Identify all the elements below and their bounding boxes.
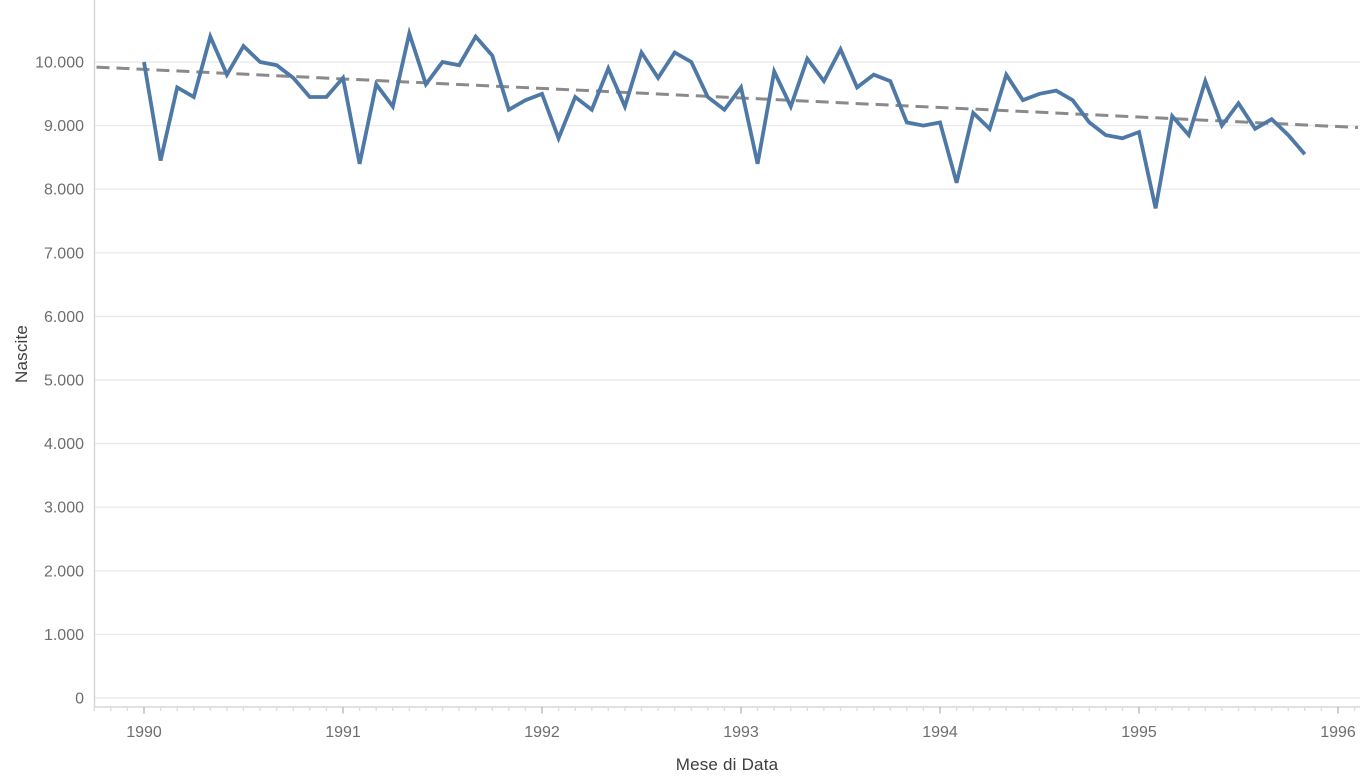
trend-line[interactable] (96, 65, 1359, 129)
y-tick-label: 4.000 (44, 436, 84, 453)
y-tick-label: 6.000 (44, 309, 84, 326)
x-tick-label: 1992 (524, 724, 560, 741)
x-tick-label: 1990 (126, 724, 162, 741)
y-tick-label: 0 (75, 691, 84, 708)
births-series-line[interactable] (142, 26, 1307, 209)
y-tick-label: 7.000 (44, 245, 84, 262)
gridlines-group (94, 61, 1360, 699)
y-tick-label: 1.000 (44, 627, 84, 644)
y-tick-labels-group: 0 1.000 2.000 3.000 4.000 5.000 6.000 7.000 8.00… (35, 55, 84, 708)
y-tick-label: 10.000 (35, 55, 84, 72)
x-tick-label: 1994 (922, 724, 958, 741)
y-tick-label: 3.000 (44, 500, 84, 517)
x-tick-label: 1995 (1121, 724, 1157, 741)
month-ticks-group (93, 707, 1356, 711)
y-tick-label: 8.000 (44, 182, 84, 199)
y-tick-label: 5.000 (44, 373, 84, 390)
y-tick-label: 2.000 (44, 563, 84, 580)
x-axis-title: Mese di Data (675, 755, 779, 774)
x-tick-label: 1993 (723, 724, 759, 741)
y-tick-label: 9.000 (44, 118, 84, 135)
y-axis-title: Nascite (12, 324, 31, 383)
year-ticks-group: 1990 1991 1992 1993 1994 1995 1996 (126, 707, 1356, 741)
x-tick-label: 1996 (1320, 724, 1356, 741)
x-tick-label: 1991 (325, 724, 361, 741)
